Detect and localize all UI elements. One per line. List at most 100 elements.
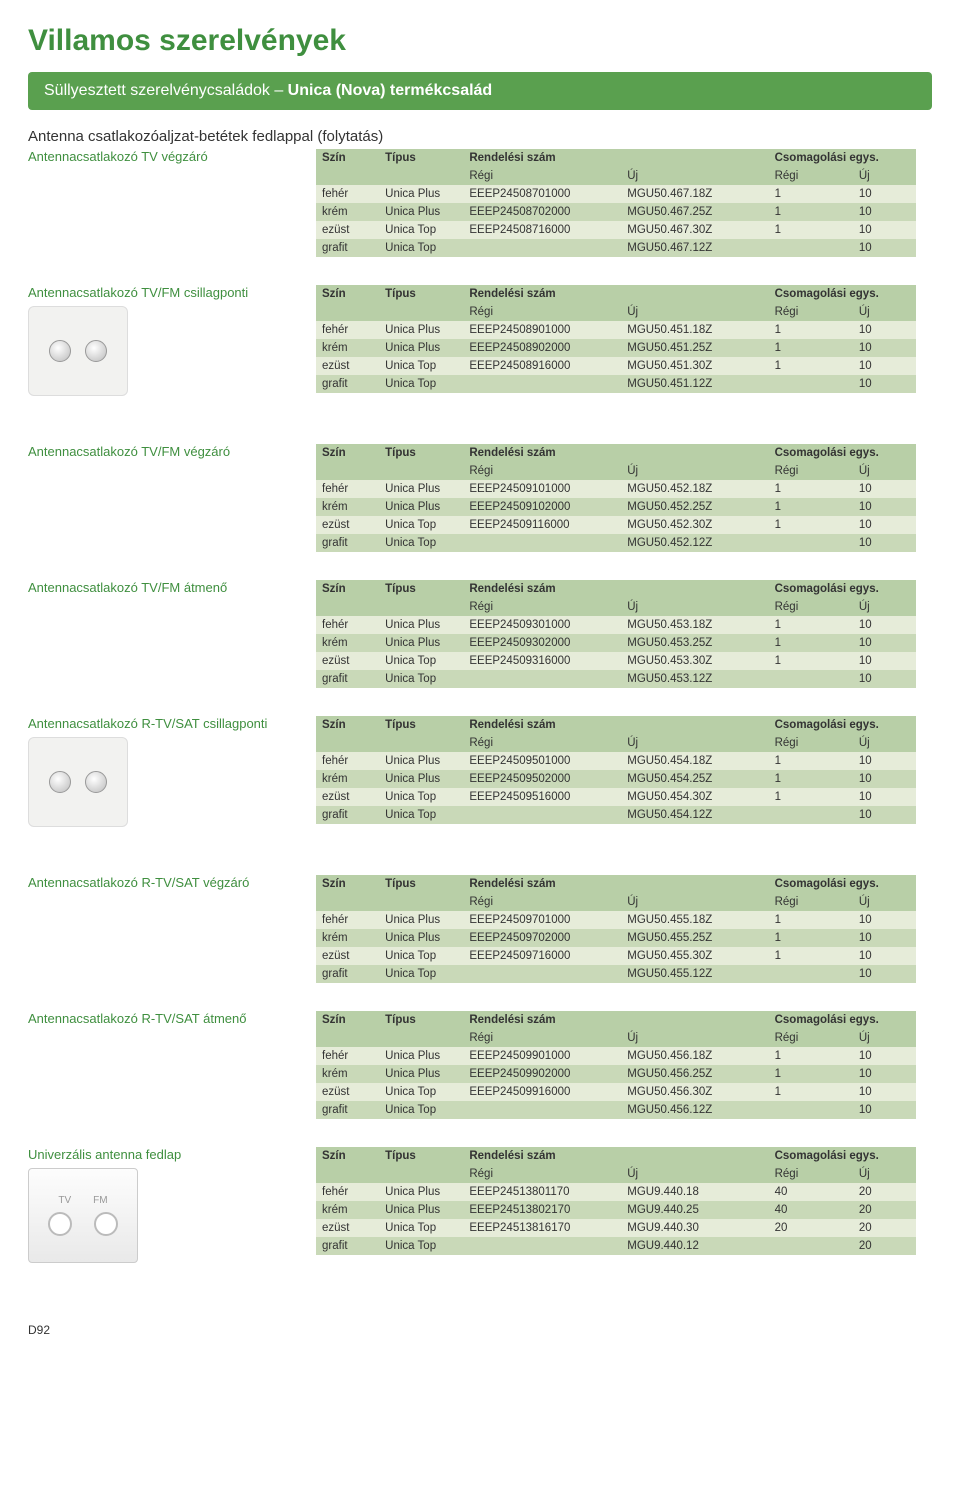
table-cell: MGU50.454.30Z	[621, 788, 768, 806]
section: Antennacsatlakozó R-TV/SAT csillagpontiS…	[28, 716, 932, 827]
table-cell: Unica Plus	[379, 1047, 463, 1065]
table-subheader: Új	[853, 1165, 916, 1183]
table-row: grafitUnica TopMGU50.454.12Z10	[316, 806, 916, 824]
table-cell: krém	[316, 1201, 379, 1219]
table-subheader: Régi	[463, 303, 621, 321]
table-cell: 10	[853, 652, 916, 670]
table-cell: 1	[769, 185, 853, 203]
table-cell: krém	[316, 498, 379, 516]
table-cell: 10	[853, 221, 916, 239]
table-cell: 10	[853, 911, 916, 929]
table-subheader: Új	[853, 462, 916, 480]
table-row: fehérUnica PlusEEEP24509101000MGU50.452.…	[316, 480, 916, 498]
table-subheader: Új	[621, 1029, 768, 1047]
table-cell: MGU50.456.12Z	[621, 1101, 768, 1119]
table-cell: ezüst	[316, 947, 379, 965]
table-cell: 10	[853, 339, 916, 357]
product-image: TVFM	[28, 1168, 138, 1263]
table-cell: fehér	[316, 185, 379, 203]
table-cell: EEEP24513802170	[463, 1201, 621, 1219]
table-row: krémUnica PlusEEEP24508902000MGU50.451.2…	[316, 339, 916, 357]
table-subheader	[316, 1029, 379, 1047]
table-cell: MGU50.452.12Z	[621, 534, 768, 552]
table-row: grafitUnica TopMGU50.452.12Z10	[316, 534, 916, 552]
table-cell: MGU50.452.18Z	[621, 480, 768, 498]
table-header: Típus	[379, 1147, 463, 1165]
table-cell	[463, 965, 621, 983]
table-cell: 10	[853, 203, 916, 221]
table-cell: 1	[769, 770, 853, 788]
table-row: grafitUnica TopMGU50.456.12Z10	[316, 1101, 916, 1119]
table-cell: 10	[853, 806, 916, 824]
banner-bold: Unica (Nova) termékcsalád	[288, 82, 493, 99]
table-header: Szín	[316, 149, 379, 167]
table-cell: 10	[853, 1101, 916, 1119]
table-cell: 40	[769, 1201, 853, 1219]
table-row: krémUnica PlusEEEP24513802170MGU9.440.25…	[316, 1201, 916, 1219]
table-row: krémUnica PlusEEEP24508702000MGU50.467.2…	[316, 203, 916, 221]
faceplate-label: TV	[58, 1195, 71, 1206]
table-subheader: Régi	[463, 167, 621, 185]
table-cell: EEEP24508716000	[463, 221, 621, 239]
connector-icon	[49, 340, 71, 362]
table-row: ezüstUnica TopEEEP24509116000MGU50.452.3…	[316, 516, 916, 534]
table-cell: Unica Top	[379, 1101, 463, 1119]
table-subheader: Régi	[463, 734, 621, 752]
table-cell: 40	[769, 1183, 853, 1201]
table-cell: 10	[853, 480, 916, 498]
table-header: Csomagolási egys.	[769, 444, 916, 462]
table-cell: MGU50.456.25Z	[621, 1065, 768, 1083]
table-cell: fehér	[316, 616, 379, 634]
table-cell: MGU50.455.18Z	[621, 911, 768, 929]
table-cell: EEEP24508902000	[463, 339, 621, 357]
table-cell: grafit	[316, 534, 379, 552]
table-subheader: Új	[621, 303, 768, 321]
section-title: Antennacsatlakozó TV/FM csillagponti	[28, 285, 308, 300]
table-row: fehérUnica PlusEEEP24509501000MGU50.454.…	[316, 752, 916, 770]
table-header: Típus	[379, 149, 463, 167]
breadcrumb-banner: Süllyesztett szerelvénycsaládok – Unica …	[28, 72, 932, 110]
table-row: ezüstUnica TopEEEP24509316000MGU50.453.3…	[316, 652, 916, 670]
table-cell: grafit	[316, 239, 379, 257]
table-subheader	[379, 167, 463, 185]
table-row: grafitUnica TopMGU50.453.12Z10	[316, 670, 916, 688]
table-cell: EEEP24509901000	[463, 1047, 621, 1065]
table-row: fehérUnica PlusEEEP24508901000MGU50.451.…	[316, 321, 916, 339]
table-cell: EEEP24513801170	[463, 1183, 621, 1201]
table-cell: Unica Plus	[379, 1183, 463, 1201]
table-cell: Unica Top	[379, 1219, 463, 1237]
product-image	[28, 737, 128, 827]
table-cell: Unica Plus	[379, 321, 463, 339]
table-header: Szín	[316, 716, 379, 734]
table-cell: ezüst	[316, 1083, 379, 1101]
table-cell: Unica Top	[379, 534, 463, 552]
table-cell: krém	[316, 770, 379, 788]
table-cell: 1	[769, 498, 853, 516]
table-subheader: Új	[853, 893, 916, 911]
table-cell: Unica Plus	[379, 185, 463, 203]
table-header: Csomagolási egys.	[769, 149, 916, 167]
table-cell	[769, 806, 853, 824]
product-table: SzínTípusRendelési számCsomagolási egys.…	[316, 285, 916, 393]
table-subheader: Régi	[463, 462, 621, 480]
table-cell: 1	[769, 652, 853, 670]
table-cell: Unica Plus	[379, 929, 463, 947]
table-cell: ezüst	[316, 516, 379, 534]
table-cell: MGU50.453.12Z	[621, 670, 768, 688]
table-cell: EEEP24509716000	[463, 947, 621, 965]
table-cell: MGU50.451.25Z	[621, 339, 768, 357]
table-cell: 1	[769, 752, 853, 770]
table-cell: 1	[769, 339, 853, 357]
table-subheader: Új	[621, 734, 768, 752]
product-table: SzínTípusRendelési számCsomagolási egys.…	[316, 875, 916, 983]
table-cell: MGU50.452.25Z	[621, 498, 768, 516]
table-cell: 20	[853, 1201, 916, 1219]
table-cell: Unica Top	[379, 357, 463, 375]
table-subheader: Új	[621, 893, 768, 911]
table-subheader	[379, 1165, 463, 1183]
product-table: SzínTípusRendelési számCsomagolási egys.…	[316, 444, 916, 552]
table-cell	[463, 670, 621, 688]
table-cell: MGU50.467.25Z	[621, 203, 768, 221]
table-cell: Unica Top	[379, 965, 463, 983]
table-cell: grafit	[316, 965, 379, 983]
